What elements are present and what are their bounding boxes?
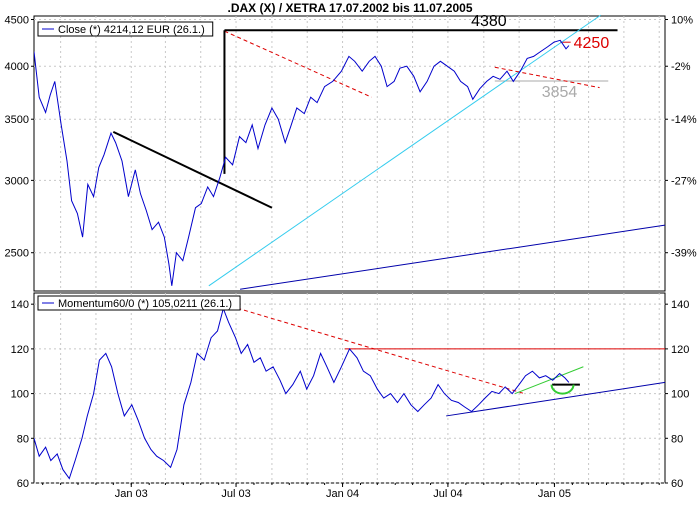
momentum-tick-label-right: 60 <box>671 478 683 490</box>
price-level-label: 4250 <box>574 35 610 52</box>
momentum-annotations <box>223 303 666 417</box>
trendline <box>514 366 584 395</box>
price-tick-label-left: 3500 <box>5 114 29 126</box>
price-level-label: 3854 <box>542 84 578 101</box>
series-line <box>34 39 570 286</box>
price-tick-label-left: 4500 <box>5 15 29 27</box>
x-tick-label: Jul 03 <box>221 488 250 500</box>
price-tick-label-right: -2% <box>671 61 691 73</box>
trendline <box>208 14 602 287</box>
x-tick-label: Jan 03 <box>115 488 148 500</box>
dashed-trendline <box>224 30 372 98</box>
price-series <box>34 39 570 286</box>
momentum-tick-label-left: 120 <box>11 344 29 356</box>
dashed-trendline <box>494 66 600 89</box>
highlight-arc <box>550 384 575 395</box>
price-tick-label-right: -39% <box>671 248 697 260</box>
momentum-series <box>34 306 570 480</box>
momentum-legend: Momentum60/0 (*) 105,0211 (26.1.) <box>37 295 241 311</box>
momentum-tick-label-right: 80 <box>671 433 683 445</box>
legend-label: Close (*) 4214,12 EUR (26.1.) <box>58 24 205 36</box>
momentum-tick-label-left: 100 <box>11 389 29 401</box>
price-tick-label-left: 4000 <box>5 61 29 73</box>
trendline <box>446 381 666 417</box>
series-line <box>34 306 570 480</box>
legend-box <box>37 21 214 37</box>
momentum-tick-label-right: 120 <box>671 344 689 356</box>
price-panel-frame <box>33 15 666 292</box>
trendline <box>112 130 273 209</box>
dashed-trendline <box>223 303 525 395</box>
legend-box <box>37 295 241 311</box>
x-tick-label: Jan 04 <box>326 488 359 500</box>
price-tick-label-left: 3000 <box>5 175 29 187</box>
price-annotations <box>112 14 666 290</box>
x-tick-label: Jul 04 <box>433 488 462 500</box>
momentum-tick-label-right: 100 <box>671 389 689 401</box>
price-level-label: 4380 <box>471 13 507 30</box>
price-tick-label-left: 2500 <box>5 248 29 260</box>
price-tick-label-right: -27% <box>671 175 697 187</box>
momentum-tick-label-left: 80 <box>17 433 29 445</box>
momentum-tick-label-right: 140 <box>671 299 689 311</box>
chart-title: .DAX (X) / XETRA 17.07.2002 bis 11.07.20… <box>227 1 472 15</box>
price-tick-label-right: -14% <box>671 114 697 126</box>
price-legend: Close (*) 4214,12 EUR (26.1.) <box>37 21 214 37</box>
legend-label: Momentum60/0 (*) 105,0211 (26.1.) <box>58 298 232 310</box>
momentum-tick-label-left: 60 <box>17 478 29 490</box>
x-tick-label: Jan 05 <box>538 488 571 500</box>
momentum-tick-label-left: 140 <box>11 299 29 311</box>
price-tick-label-right: 10% <box>671 15 693 27</box>
trendline <box>240 224 666 290</box>
